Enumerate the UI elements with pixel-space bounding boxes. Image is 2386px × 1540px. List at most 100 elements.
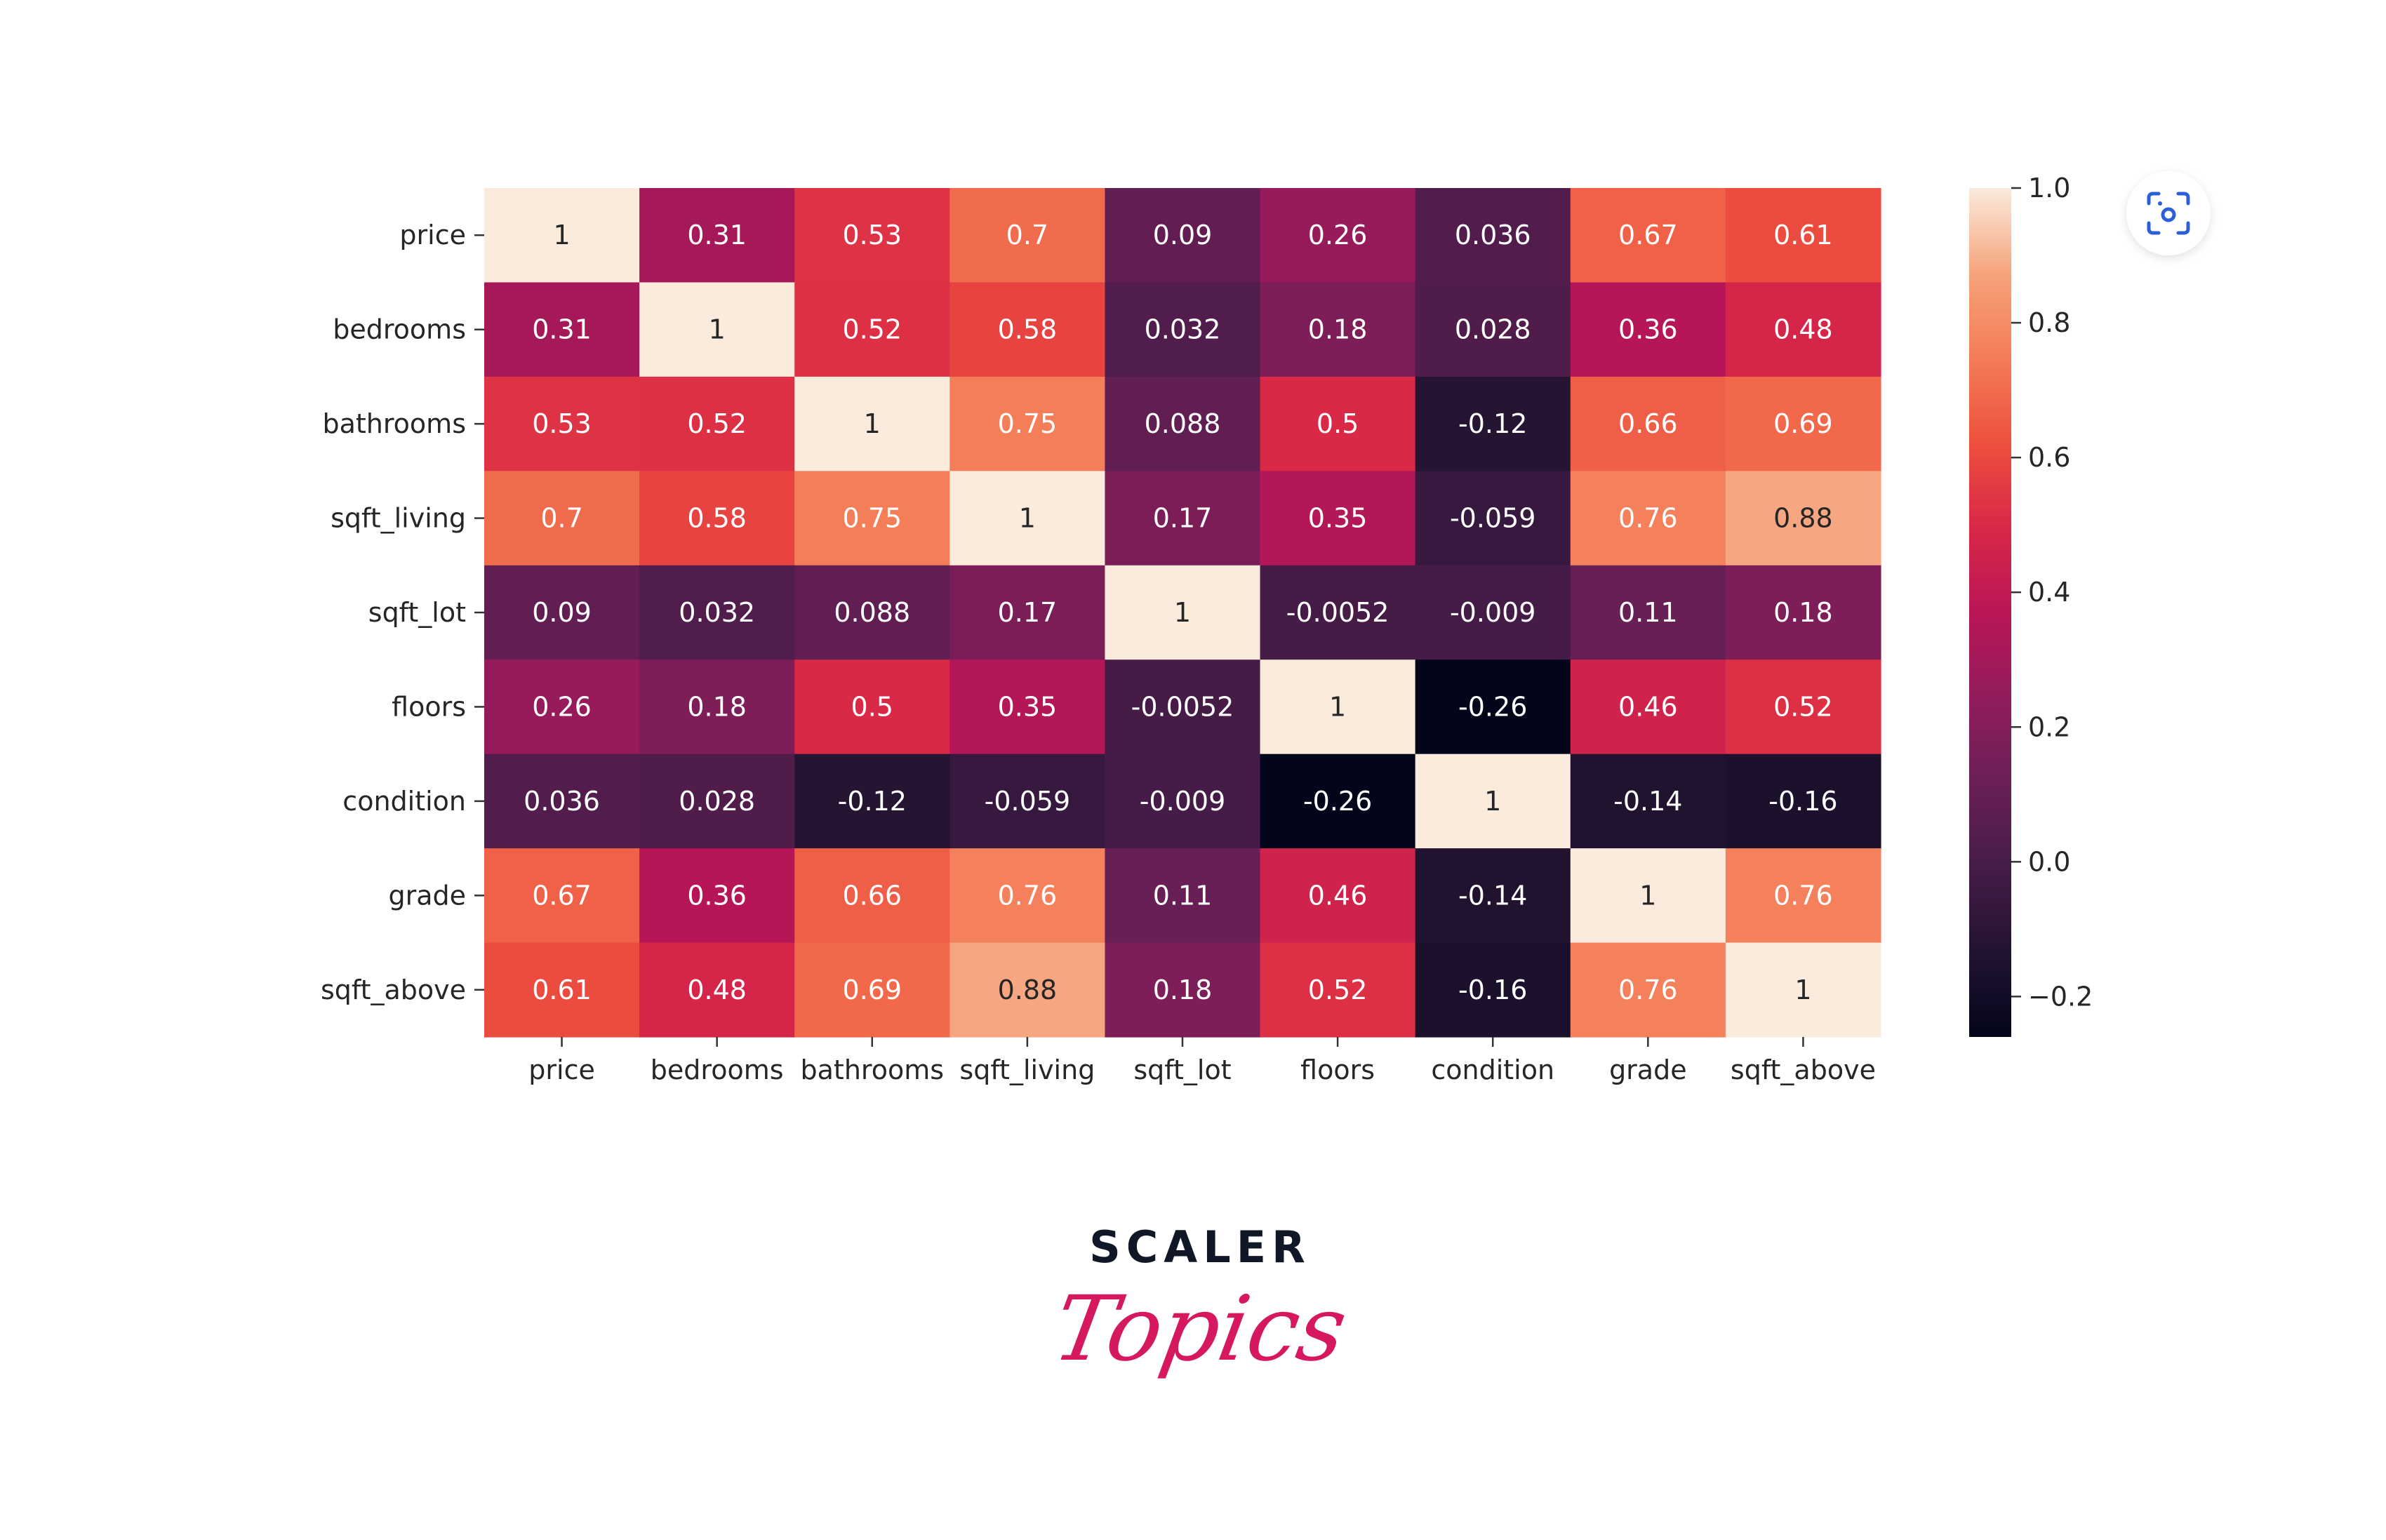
cell-annotation: 0.76 [1618,503,1678,534]
cell-annotation: -0.12 [838,786,907,817]
heatmap-cell [949,282,1106,377]
heatmap-cell [794,282,950,377]
heatmap-cell [1725,376,1881,471]
cell-annotation: 0.76 [998,880,1058,911]
x-tick-label: sqft_above [1731,1054,1876,1085]
cell-annotation: 0.76 [1773,880,1833,911]
heatmap-cell [1725,659,1881,755]
cell-annotation: -0.12 [1458,408,1527,439]
heatmap-cell [639,565,795,660]
heatmap-cell [1415,471,1571,566]
x-tick-label: bedrooms [651,1054,784,1085]
heatmap-cell [1105,942,1261,1038]
colorbar-tick-label: −0.2 [2028,981,2093,1012]
heatmap-cell [1260,942,1416,1038]
heatmap-cell [794,565,950,660]
heatmap-cell [1415,565,1571,660]
cell-annotation: 0.17 [1153,503,1213,534]
heatmap-cell [794,471,950,566]
heatmap-cell [1415,188,1571,283]
cell-annotation: 0.67 [532,880,592,911]
heatmap-cell [1570,282,1726,377]
heatmap-cell [1260,848,1416,944]
heatmap-cell [1570,188,1726,283]
heatmap-cell [484,848,640,944]
cell-annotation: -0.16 [1768,786,1837,817]
x-tick-label: sqft_lot [1133,1054,1231,1085]
cell-annotation: -0.14 [1613,786,1682,817]
heatmap-cell [1570,565,1726,660]
cell-annotation: -0.0052 [1131,691,1234,722]
heatmap-cell [949,376,1106,471]
heatmap-cell [484,376,640,471]
cell-annotation: 0.032 [679,597,755,628]
heatmap-cell [1725,471,1881,566]
y-tick-label: bedrooms [333,314,466,345]
heatmap-cell [484,471,640,566]
cell-annotation: 0.09 [1153,220,1213,250]
heatmap-cell [1415,848,1571,944]
heatmap-cell [1570,942,1726,1038]
cell-annotation: 0.75 [998,408,1058,439]
colorbar [1969,188,2011,1037]
cell-annotation: 0.88 [998,975,1058,1005]
heatmap-cell [1260,565,1416,660]
heatmap-cell [1415,942,1571,1038]
cell-annotation: 1 [1329,691,1346,722]
cell-annotation: 1 [1174,597,1191,628]
cell-annotation: -0.0052 [1286,597,1389,628]
heatmap-cell [794,754,950,849]
heatmap-cell [1260,754,1416,849]
heatmap-cell [1105,188,1261,283]
heatmap-cell [1725,565,1881,660]
heatmap-cell [639,282,795,377]
logo-topics-text: Topics [1046,1277,1354,1381]
x-tick-label: condition [1431,1054,1554,1085]
cell-annotation: 1 [864,408,881,439]
heatmap-cell [949,848,1106,944]
cell-annotation: 0.5 [1317,408,1359,439]
heatmap-cell [1105,754,1261,849]
cell-annotation: 0.7 [1006,220,1048,250]
cell-annotation: 0.61 [532,975,592,1005]
cell-annotation: 0.17 [998,597,1058,628]
cell-annotation: 0.66 [842,880,902,911]
cell-annotation: 0.52 [1308,975,1368,1005]
y-tick-label: grade [388,880,466,911]
cell-annotation: 0.69 [842,975,902,1005]
heatmap-cell [1570,659,1726,755]
cell-annotation: -0.26 [1458,691,1527,722]
cell-annotation: 0.35 [1308,503,1368,534]
heatmap-cell [1105,376,1261,471]
heatmap-cell [1725,754,1881,849]
cell-annotation: 0.46 [1618,691,1678,722]
cell-annotation: 0.52 [687,408,747,439]
heatmap-cell [1570,376,1726,471]
visual-search-button[interactable] [2126,171,2211,255]
heatmap-cell [1260,376,1416,471]
y-tick-label: floors [392,691,466,722]
heatmap-cell [794,376,950,471]
cell-annotation: 0.11 [1153,880,1213,911]
heatmap-cell [484,565,640,660]
cell-annotation: 0.52 [842,314,902,345]
heatmap-cell [794,848,950,944]
cell-annotation: 0.69 [1773,408,1833,439]
x-tick-label: bathrooms [801,1054,945,1085]
cell-annotation: 0.75 [842,503,902,534]
cell-annotation: 0.61 [1773,220,1833,250]
cell-annotation: 0.52 [1773,691,1833,722]
cell-annotation: 0.31 [687,220,747,250]
heatmap-cell [639,188,795,283]
cell-annotation: 0.58 [687,503,747,534]
heatmap-cell [1725,848,1881,944]
heatmap-cell [949,471,1106,566]
heatmap-cell [484,754,640,849]
heatmap-cell [639,942,795,1038]
cell-annotation: 0.53 [532,408,592,439]
heatmap-cell [1260,188,1416,283]
heatmap-cell [1725,282,1881,377]
cell-annotation: 0.58 [998,314,1058,345]
heatmap-cell [1415,282,1571,377]
